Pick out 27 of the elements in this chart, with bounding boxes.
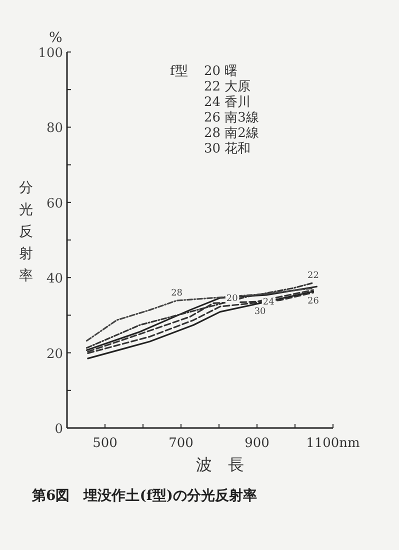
y-tick-label: 60 [46, 196, 63, 212]
x-tick-label: 700 [168, 436, 194, 451]
y-tick-label: 40 [46, 272, 63, 287]
annotation: 28 [171, 288, 183, 299]
annotation: 22 大原 [204, 80, 251, 94]
x-tick-label: 1100nm [306, 436, 360, 451]
annotation: 24 香川 [204, 95, 251, 110]
y-tick-label: 100 [38, 46, 63, 61]
annotation: f型 [170, 64, 188, 79]
annotation: 30 [254, 307, 266, 318]
x-axis-title: 波 長 [196, 455, 244, 474]
y-tick-label: 0 [54, 422, 63, 437]
text: % [49, 30, 62, 46]
annotation: 22 [308, 270, 319, 281]
x-tick-label: 900 [244, 436, 270, 451]
text: 第6図 埋没作土(f型)の分光反射率 [31, 487, 258, 504]
x-tick-label: 500 [92, 436, 118, 451]
annotation: 30 花和 [204, 142, 251, 156]
annotation: 28 南2線 [204, 126, 259, 141]
y-axis-title: 分光反射率 [19, 180, 33, 284]
annotation: 26 [308, 296, 320, 307]
annotation: 24 [262, 298, 275, 308]
annotation: 26 南3線 [204, 110, 259, 126]
y-tick-label: 20 [46, 346, 63, 362]
annotation: 20 曙 [204, 64, 238, 79]
y-tick-label: 80 [46, 121, 63, 136]
annotation: 20 [226, 294, 238, 304]
